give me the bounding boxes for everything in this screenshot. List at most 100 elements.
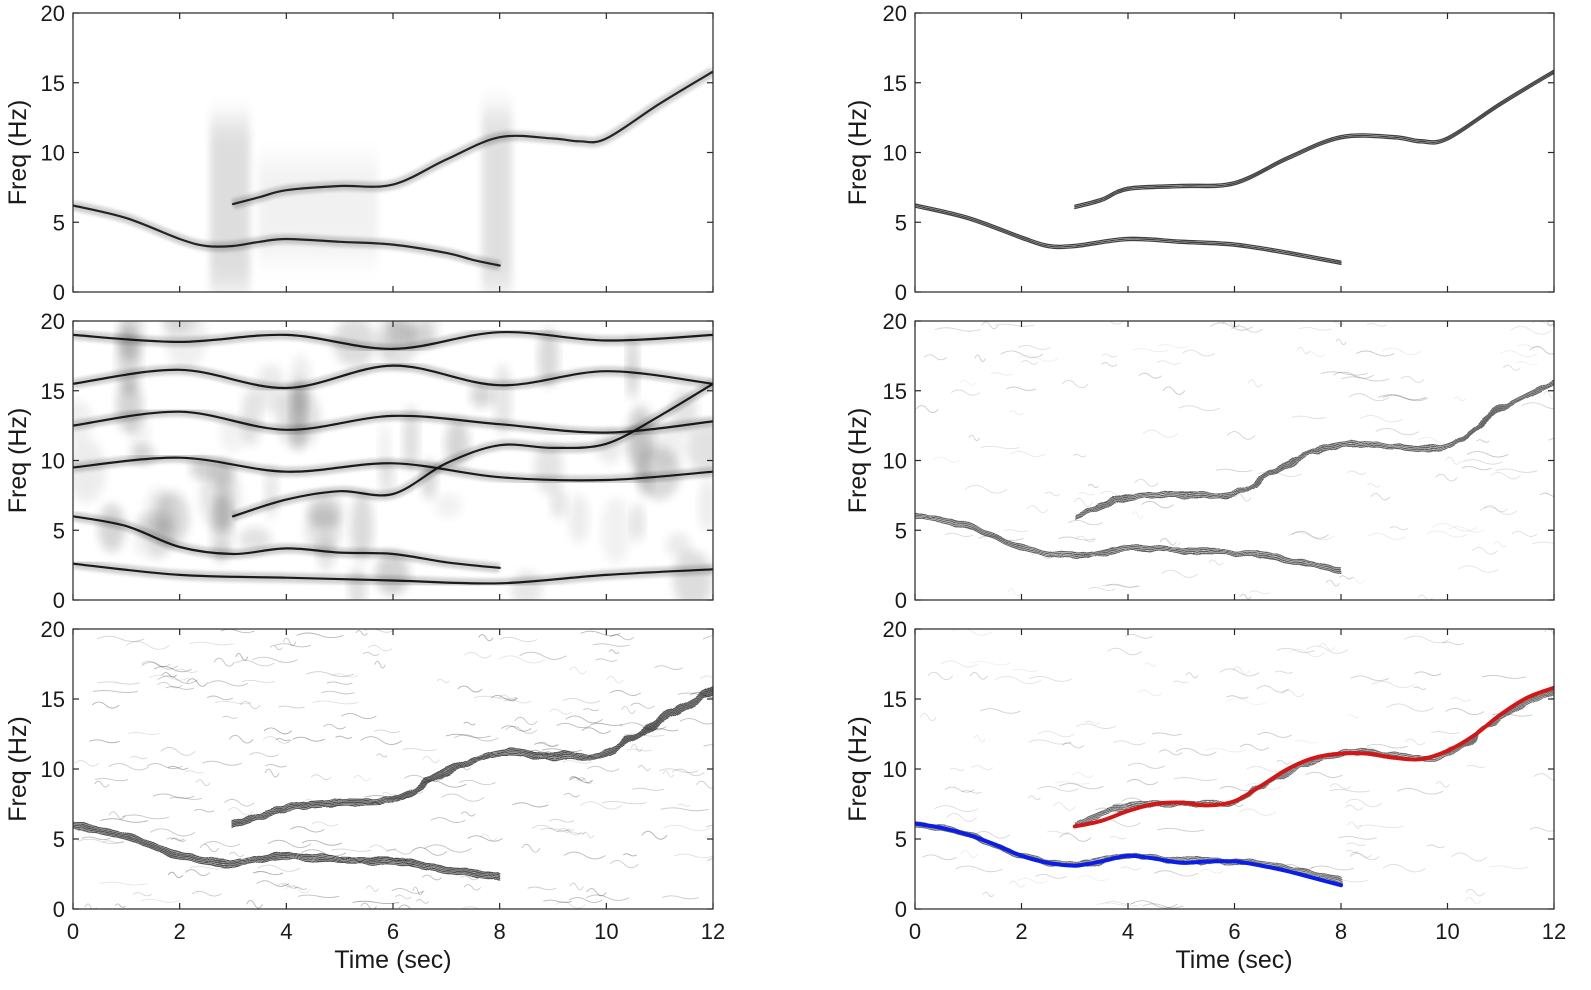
noise-squiggle bbox=[1466, 451, 1509, 458]
noise-squiggle bbox=[464, 651, 492, 659]
noise-squiggle bbox=[1400, 375, 1425, 383]
y-tick-label: 0 bbox=[895, 588, 907, 613]
noise-squiggle bbox=[1529, 346, 1554, 355]
noise-squiggle bbox=[311, 821, 339, 827]
noise-squiggle bbox=[501, 725, 532, 732]
noise-squiggle bbox=[1310, 865, 1355, 871]
noise-squiggle bbox=[436, 678, 450, 683]
noise-squiggle bbox=[677, 803, 691, 807]
noise-squiggle bbox=[927, 671, 953, 681]
noise-squiggle bbox=[641, 830, 668, 840]
noise-squiggle bbox=[1335, 338, 1347, 345]
noise-squiggle bbox=[81, 836, 111, 841]
noise-squiggle bbox=[1028, 676, 1073, 682]
interference-blob bbox=[550, 487, 567, 519]
noise-squiggle bbox=[1472, 547, 1498, 555]
noise-squiggle bbox=[1462, 459, 1503, 465]
noise-squiggle bbox=[1007, 588, 1022, 597]
noise-squiggle bbox=[1499, 350, 1538, 358]
noise-squiggle bbox=[946, 812, 978, 822]
noise-squiggle bbox=[1276, 647, 1316, 653]
interference-blob bbox=[568, 493, 590, 544]
y-axis-label: Freq (Hz) bbox=[844, 100, 872, 206]
x-tick-label: 4 bbox=[1122, 919, 1134, 944]
interference-blob bbox=[698, 477, 713, 533]
noise-squiggle bbox=[1448, 526, 1485, 533]
noise-squiggle bbox=[1464, 896, 1481, 905]
noise-squiggle bbox=[583, 708, 600, 712]
noise-squiggle bbox=[980, 445, 1020, 450]
noise-squiggle bbox=[1153, 870, 1199, 877]
trace-line bbox=[1074, 70, 1554, 208]
noise-squiggle bbox=[269, 644, 283, 651]
noise-squiggle bbox=[1386, 703, 1434, 712]
noise-squiggle bbox=[421, 874, 443, 881]
noise-squiggle bbox=[1466, 764, 1486, 768]
noise-squiggle bbox=[1445, 456, 1461, 465]
noise-squiggle bbox=[1061, 742, 1084, 749]
noise-squiggle bbox=[565, 715, 603, 724]
noise-squiggle bbox=[97, 681, 140, 685]
trace-line bbox=[1074, 384, 1554, 520]
panel-row3-right: 0 2 4 6 8 10 12 0 5 10 15 20 Freq (Hz) Time (sec) bbox=[844, 617, 1566, 974]
noise-squiggle bbox=[1162, 386, 1186, 395]
trace-line bbox=[73, 821, 501, 875]
traces-group bbox=[73, 686, 713, 881]
axes-frame bbox=[914, 628, 1555, 910]
noise-squiggle bbox=[114, 903, 126, 908]
noise-squiggle bbox=[1130, 900, 1178, 909]
noise-squiggle bbox=[412, 886, 424, 896]
noise-squiggle bbox=[1028, 739, 1072, 745]
noise-squiggle bbox=[1493, 541, 1508, 548]
noise-squiggle bbox=[1306, 645, 1348, 654]
noise-squiggle bbox=[1137, 689, 1162, 697]
noise-squiggle bbox=[1232, 666, 1251, 675]
noise-squiggle bbox=[1175, 747, 1217, 756]
noise-squiggle bbox=[352, 900, 400, 904]
noise-squiggle bbox=[1356, 824, 1404, 828]
noise-squiggle bbox=[1532, 541, 1554, 545]
noise-squiggle bbox=[415, 899, 430, 904]
noise-squiggle bbox=[521, 843, 541, 853]
noise-squiggle bbox=[562, 760, 593, 764]
noise-squiggle bbox=[355, 630, 368, 636]
noise-squiggle bbox=[294, 886, 307, 891]
noise-squiggle bbox=[586, 888, 607, 897]
interference-blob bbox=[434, 492, 463, 518]
noise-squiggle bbox=[563, 851, 606, 860]
noise-squiggle bbox=[467, 835, 503, 842]
noise-squiggle bbox=[632, 787, 665, 791]
noise-squiggle bbox=[1219, 786, 1255, 792]
noise-squiggle bbox=[592, 643, 631, 647]
y-tick-label: 20 bbox=[41, 617, 65, 642]
noise-squiggle bbox=[1461, 466, 1492, 471]
trace-line bbox=[915, 206, 1342, 265]
noise-squiggle bbox=[968, 434, 980, 441]
noise-squiggle bbox=[404, 774, 444, 782]
noise-squiggle bbox=[1445, 707, 1485, 716]
noise-squiggle bbox=[330, 848, 372, 852]
noise-squiggle bbox=[971, 765, 994, 770]
noise-squiggle bbox=[1417, 594, 1433, 600]
noise-squiggle bbox=[1113, 740, 1146, 746]
noise-squiggle bbox=[941, 660, 978, 668]
noise-squiggle bbox=[1109, 835, 1127, 840]
noise-squiggle bbox=[1028, 795, 1041, 801]
noise-squiggle bbox=[1276, 759, 1291, 765]
noise-squiggle bbox=[933, 456, 961, 463]
axes-frame bbox=[72, 12, 714, 293]
noise-squiggle bbox=[381, 791, 396, 796]
noise-squiggle bbox=[626, 748, 652, 752]
series-line bbox=[915, 821, 1343, 888]
noise-squiggle bbox=[974, 831, 1011, 839]
noise-squiggle bbox=[1458, 565, 1500, 573]
noise-squiggle bbox=[282, 637, 297, 647]
noise-squiggle bbox=[1404, 635, 1450, 644]
noise-squiggle bbox=[1132, 348, 1169, 353]
noise-squiggle bbox=[1483, 504, 1509, 513]
noise-squiggle bbox=[1219, 668, 1260, 677]
noise-squiggle bbox=[1239, 743, 1270, 751]
noise-squiggle bbox=[964, 484, 1008, 494]
noise-squiggle bbox=[1205, 747, 1246, 753]
noise-squiggle bbox=[174, 668, 198, 674]
